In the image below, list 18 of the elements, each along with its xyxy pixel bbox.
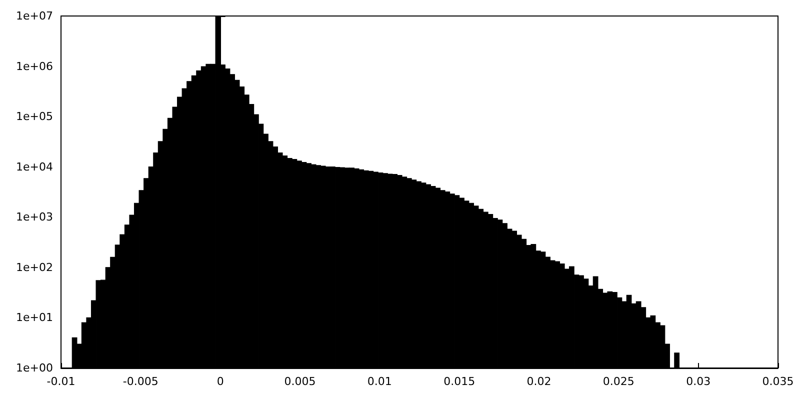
y-tick-label: 1e+00: [16, 362, 53, 374]
x-tick-label: 0.035: [762, 375, 794, 388]
y-tick-label: 1e+04: [16, 160, 53, 174]
x-tick-label: 0.02: [526, 375, 552, 388]
x-tick-label: 0.005: [284, 375, 316, 388]
x-tick-label: -0.005: [122, 375, 158, 388]
y-tick-label: 1e+05: [16, 110, 53, 124]
x-tick-label: -0.01: [46, 375, 76, 388]
y-tick-label: 1e+07: [16, 10, 53, 22]
y-tick-label: 1e+06: [16, 60, 53, 73]
x-tick-label: 0: [216, 375, 224, 388]
x-tick-label: 0.015: [444, 375, 476, 388]
y-tick-label: 1e+01: [16, 311, 53, 324]
y-tick-label: 1e+03: [16, 210, 53, 224]
x-tick-label: 0.025: [602, 375, 634, 388]
y-tick-label: 1e+02: [16, 260, 53, 274]
x-tick-label: 0.03: [686, 375, 711, 388]
x-tick-label: 0.01: [367, 375, 392, 388]
